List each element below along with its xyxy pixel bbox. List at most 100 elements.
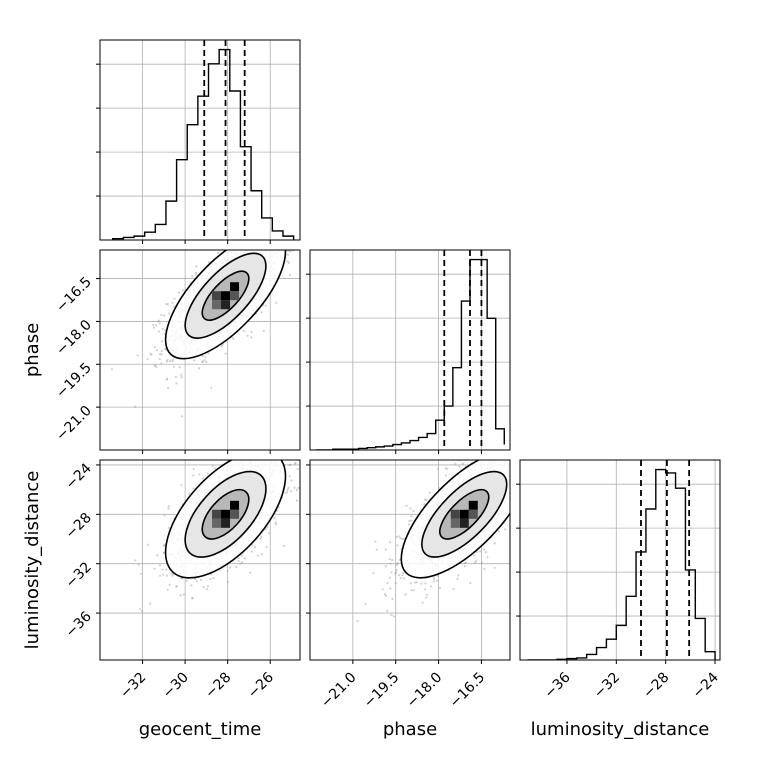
sample-point xyxy=(164,348,167,351)
panel-content xyxy=(100,451,300,660)
sample-point xyxy=(513,470,515,472)
sample-point xyxy=(541,454,543,456)
sample-point xyxy=(279,456,281,458)
sample-point xyxy=(136,354,139,357)
sample-point xyxy=(487,456,489,458)
sample-point xyxy=(515,464,517,466)
sample-point xyxy=(166,588,169,592)
x-tick-label: −28 xyxy=(202,670,234,702)
sample-point xyxy=(275,523,278,526)
y-tick-label: −28 xyxy=(63,510,95,542)
sample-point xyxy=(513,478,515,480)
sample-point xyxy=(173,297,176,300)
sample-point xyxy=(262,240,264,242)
sample-point xyxy=(266,526,269,529)
sample-point xyxy=(415,581,418,584)
sample-point xyxy=(246,456,248,458)
panel-frame xyxy=(309,249,511,451)
sample-point xyxy=(398,535,401,538)
y-axis-label-phase: phase xyxy=(22,323,43,377)
sample-point xyxy=(160,353,163,356)
sample-point xyxy=(180,484,183,487)
sample-point xyxy=(456,577,459,580)
sample-point xyxy=(463,565,466,568)
sample-point xyxy=(260,535,263,538)
sample-point xyxy=(446,467,449,470)
sample-point xyxy=(389,541,392,544)
sample-point xyxy=(246,334,249,337)
sample-point xyxy=(216,251,219,254)
sample-point xyxy=(483,548,486,551)
sample-point xyxy=(195,580,198,583)
sample-point xyxy=(158,352,162,356)
sample-point xyxy=(198,473,201,476)
sample-point xyxy=(237,557,240,560)
sample-point xyxy=(270,454,272,456)
sample-point xyxy=(520,436,522,438)
sample-point xyxy=(286,253,289,256)
density-core-cell xyxy=(212,300,222,310)
sample-point xyxy=(193,359,196,362)
sample-point xyxy=(424,582,427,585)
sample-point xyxy=(493,566,496,569)
sample-point xyxy=(166,358,169,362)
sample-point xyxy=(288,475,291,478)
sample-point xyxy=(166,574,169,577)
sample-point xyxy=(149,602,152,605)
sample-point xyxy=(171,301,174,304)
sample-point xyxy=(436,579,439,583)
sample-point xyxy=(286,260,289,263)
density-core-cell xyxy=(221,509,231,519)
sample-point xyxy=(149,352,152,355)
sample-point xyxy=(161,327,164,331)
sample-point xyxy=(179,594,182,597)
panel-frame xyxy=(99,249,301,451)
sample-point xyxy=(475,560,478,563)
sample-point xyxy=(165,360,168,363)
sample-point xyxy=(523,443,525,445)
x-tick-label: −24 xyxy=(690,669,722,701)
sample-point xyxy=(273,451,275,453)
sample-point xyxy=(444,474,448,477)
sample-point xyxy=(412,589,415,592)
sample-point xyxy=(511,487,513,489)
sample-point xyxy=(250,550,253,553)
sample-point xyxy=(423,498,426,501)
sample-point xyxy=(512,487,514,489)
sample-point xyxy=(205,588,209,591)
sample-point xyxy=(436,574,440,578)
sample-point xyxy=(264,304,267,307)
sample-point xyxy=(201,477,205,480)
sample-point xyxy=(473,554,476,557)
density-core-cell xyxy=(230,282,240,292)
sample-point xyxy=(251,453,253,455)
sample-point xyxy=(160,349,163,352)
sample-point xyxy=(396,544,399,547)
density-core-cell xyxy=(468,509,478,519)
sample-point xyxy=(375,548,378,551)
sample-point xyxy=(289,489,292,493)
sample-point xyxy=(158,564,162,567)
panel-luminosity_distance-vs-luminosity_distance: −36 −32 −28 −24 xyxy=(516,459,722,702)
sample-point xyxy=(389,587,392,590)
y-tick-label: −19.5 xyxy=(53,360,95,402)
sample-point xyxy=(110,368,113,371)
sample-point xyxy=(269,457,271,459)
sample-point xyxy=(364,602,367,606)
sample-point xyxy=(141,610,144,613)
sample-point xyxy=(206,472,209,475)
sample-point xyxy=(271,245,273,247)
sample-point xyxy=(277,452,279,454)
sample-point xyxy=(192,487,195,490)
sample-point xyxy=(159,574,162,577)
x-tick-label: −32 xyxy=(591,670,623,702)
sample-point xyxy=(137,563,140,566)
sample-point xyxy=(260,247,262,249)
sample-point xyxy=(390,614,393,617)
sample-point xyxy=(175,585,178,588)
sample-point xyxy=(152,323,155,327)
sample-point xyxy=(156,320,160,323)
sample-point xyxy=(263,245,265,247)
sample-point xyxy=(504,454,506,456)
sample-point xyxy=(493,542,496,545)
